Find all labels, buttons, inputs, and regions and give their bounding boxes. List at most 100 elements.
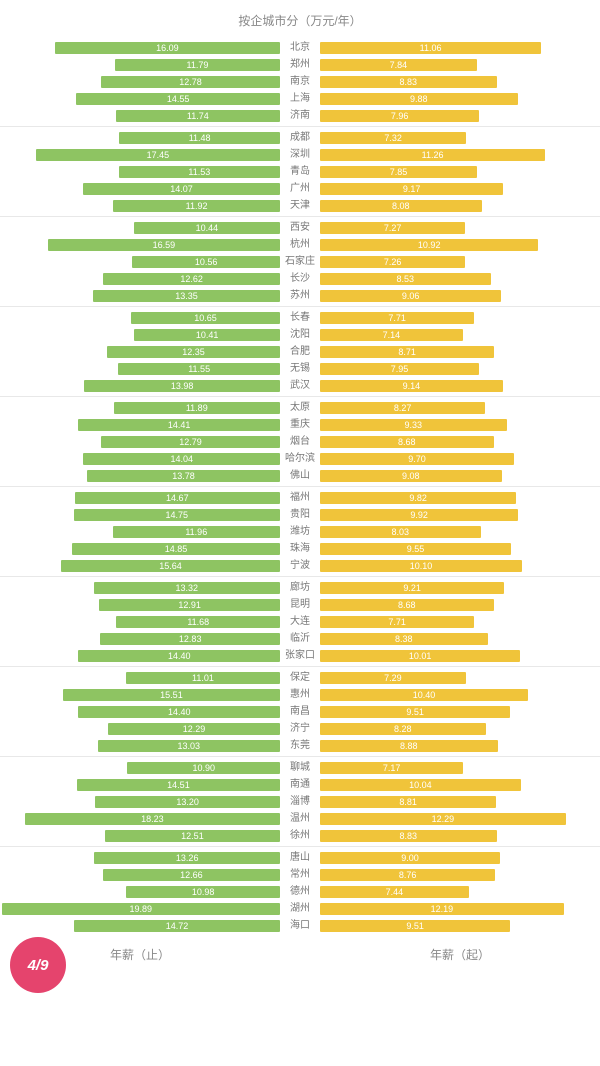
bar-right: 7.29 xyxy=(320,672,466,684)
chart-row: 18.23温州12.29 xyxy=(0,810,600,827)
chart-row: 12.91昆明8.68 xyxy=(0,596,600,613)
chart-row: 14.04哈尔滨9.70 xyxy=(0,450,600,467)
city-label: 临沂 xyxy=(280,630,320,647)
chart-row: 11.53青岛7.85 xyxy=(0,163,600,180)
bar-right: 8.81 xyxy=(320,796,496,808)
bar-right: 11.26 xyxy=(320,149,545,161)
chart-row: 13.35苏州9.06 xyxy=(0,287,600,304)
bar-left: 12.62 xyxy=(103,273,280,285)
city-label: 成都 xyxy=(280,129,320,146)
chart-row: 12.66常州8.76 xyxy=(0,866,600,883)
bar-right: 8.53 xyxy=(320,273,491,285)
chart-row: 13.26唐山9.00 xyxy=(0,849,600,866)
city-label: 烟台 xyxy=(280,433,320,450)
chart-row: 11.74济南7.96 xyxy=(0,107,600,124)
city-label: 东莞 xyxy=(280,737,320,754)
city-label: 佛山 xyxy=(280,467,320,484)
bar-left: 10.90 xyxy=(127,762,280,774)
city-label: 石家庄 xyxy=(280,253,320,270)
bar-left: 14.85 xyxy=(72,543,280,555)
bar-right: 9.55 xyxy=(320,543,511,555)
bar-left: 11.96 xyxy=(113,526,280,538)
chart-row: 16.59杭州10.92 xyxy=(0,236,600,253)
bar-right: 9.70 xyxy=(320,453,514,465)
bar-right: 8.68 xyxy=(320,599,494,611)
city-label: 杭州 xyxy=(280,236,320,253)
city-label: 青岛 xyxy=(280,163,320,180)
bar-right: 8.68 xyxy=(320,436,494,448)
bar-right: 8.08 xyxy=(320,200,482,212)
chart-group: 13.32廊坊9.2112.91昆明8.6811.68大连7.7112.83临沂… xyxy=(0,576,600,666)
bar-left: 19.89 xyxy=(2,903,280,915)
chart-row: 13.78佛山9.08 xyxy=(0,467,600,484)
city-label: 昆明 xyxy=(280,596,320,613)
city-label: 西安 xyxy=(280,219,320,236)
chart-row: 14.67福州9.82 xyxy=(0,489,600,506)
chart-row: 14.40南昌9.51 xyxy=(0,703,600,720)
bar-left: 11.89 xyxy=(114,402,280,414)
chart-row: 10.41沈阳7.14 xyxy=(0,326,600,343)
bar-right: 8.83 xyxy=(320,76,497,88)
chart-row: 14.72海口9.51 xyxy=(0,917,600,934)
bar-right: 9.14 xyxy=(320,380,503,392)
chart-row: 12.83临沂8.38 xyxy=(0,630,600,647)
chart-row: 14.85珠海9.55 xyxy=(0,540,600,557)
bar-right: 8.38 xyxy=(320,633,488,645)
bar-left: 11.55 xyxy=(118,363,280,375)
chart-row: 10.98德州7.44 xyxy=(0,883,600,900)
bar-left: 13.26 xyxy=(94,852,280,864)
chart-row: 11.92天津8.08 xyxy=(0,197,600,214)
chart-row: 13.20淄博8.81 xyxy=(0,793,600,810)
bar-right: 9.17 xyxy=(320,183,503,195)
bar-left: 13.35 xyxy=(93,290,280,302)
chart-row: 13.32廊坊9.21 xyxy=(0,579,600,596)
bar-right: 7.71 xyxy=(320,312,474,324)
city-label: 聊城 xyxy=(280,759,320,776)
city-label: 沈阳 xyxy=(280,326,320,343)
chart-row: 12.51徐州8.83 xyxy=(0,827,600,844)
chart-row: 10.90聊城7.17 xyxy=(0,759,600,776)
city-label: 宁波 xyxy=(280,557,320,574)
bar-right: 7.84 xyxy=(320,59,477,71)
axis-right-label: 年薪（起） xyxy=(320,946,600,963)
bar-left: 12.35 xyxy=(107,346,280,358)
bar-left: 18.23 xyxy=(25,813,280,825)
bar-left: 10.41 xyxy=(134,329,280,341)
bar-left: 15.51 xyxy=(63,689,280,701)
bar-left: 13.03 xyxy=(98,740,280,752)
axis-labels: 年薪（止） 年薪（起） xyxy=(0,936,600,1003)
city-label: 深圳 xyxy=(280,146,320,163)
bar-left: 11.79 xyxy=(115,59,280,71)
bar-right: 12.19 xyxy=(320,903,564,915)
bar-left: 14.41 xyxy=(78,419,280,431)
bar-right: 7.14 xyxy=(320,329,463,341)
city-label: 徐州 xyxy=(280,827,320,844)
butterfly-chart: 16.09北京11.0611.79郑州7.8412.78南京8.8314.55上… xyxy=(0,37,600,936)
chart-row: 11.79郑州7.84 xyxy=(0,56,600,73)
page-badge: 4/9 xyxy=(10,937,66,993)
chart-row: 12.62长沙8.53 xyxy=(0,270,600,287)
bar-right: 8.76 xyxy=(320,869,495,881)
city-label: 济南 xyxy=(280,107,320,124)
bar-right: 12.29 xyxy=(320,813,566,825)
bar-left: 16.59 xyxy=(48,239,280,251)
city-label: 大连 xyxy=(280,613,320,630)
bar-right: 8.71 xyxy=(320,346,494,358)
chart-group: 11.89太原8.2714.41重庆9.3312.79烟台8.6814.04哈尔… xyxy=(0,396,600,486)
bar-left: 12.78 xyxy=(101,76,280,88)
bar-right: 7.32 xyxy=(320,132,466,144)
chart-row: 14.51南通10.04 xyxy=(0,776,600,793)
bar-right: 7.71 xyxy=(320,616,474,628)
bar-right: 9.92 xyxy=(320,509,518,521)
bar-left: 14.07 xyxy=(83,183,280,195)
bar-right: 8.27 xyxy=(320,402,485,414)
chart-row: 12.79烟台8.68 xyxy=(0,433,600,450)
chart-row: 11.55无锡7.95 xyxy=(0,360,600,377)
chart-row: 11.01保定7.29 xyxy=(0,669,600,686)
city-label: 无锡 xyxy=(280,360,320,377)
chart-row: 10.44西安7.27 xyxy=(0,219,600,236)
bar-left: 12.91 xyxy=(99,599,280,611)
bar-right: 7.96 xyxy=(320,110,479,122)
chart-group: 10.90聊城7.1714.51南通10.0413.20淄博8.8118.23温… xyxy=(0,756,600,846)
bar-right: 9.33 xyxy=(320,419,507,431)
